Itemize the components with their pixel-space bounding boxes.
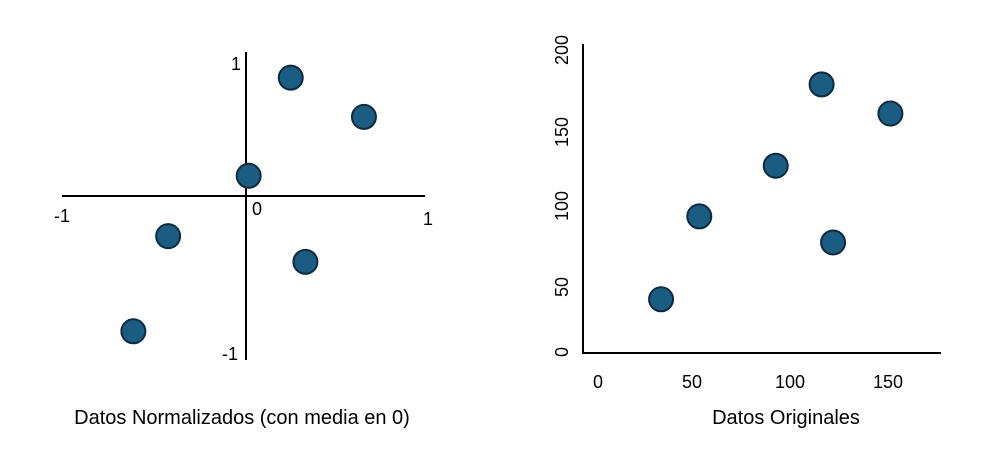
data-point [292, 248, 319, 275]
y-tick-label: 200 [552, 35, 572, 65]
data-point [155, 223, 182, 250]
data-point [235, 162, 262, 189]
y-tick-label: 1 [231, 54, 241, 74]
data-point [762, 152, 789, 179]
data-point [820, 229, 847, 256]
x-tick-label: 50 [682, 372, 702, 392]
x-tick-label: -1 [54, 206, 70, 226]
data-point [350, 103, 377, 130]
caption-original: Datos Originales [712, 407, 860, 429]
data-point [808, 71, 835, 98]
data-point [120, 318, 147, 345]
x-tick-label: 150 [873, 372, 903, 392]
x-tick-label: 0 [252, 199, 262, 219]
data-point [277, 64, 304, 91]
caption-normalized: Datos Normalizados (con media en 0) [74, 407, 410, 429]
y-tick-label: -1 [222, 344, 238, 364]
chart-original: 0 50 100 150 0 50 100 150 200 Datos Orig… [552, 35, 941, 429]
y-tick-label: 150 [552, 117, 572, 147]
x-tick-label: 1 [423, 209, 433, 229]
x-tick-label: 100 [775, 372, 805, 392]
x-tick-label: 0 [593, 372, 603, 392]
points-original [648, 71, 904, 313]
data-point [877, 100, 904, 127]
y-tick-label: 0 [552, 347, 572, 357]
y-tick-label: 100 [552, 191, 572, 221]
data-point [648, 286, 675, 313]
y-tick-label: 50 [552, 277, 572, 297]
chart-normalized: -1 0 1 1 -1 Datos Normalizados (con medi… [54, 52, 433, 429]
data-point [686, 203, 713, 230]
points-normalized [120, 64, 377, 345]
